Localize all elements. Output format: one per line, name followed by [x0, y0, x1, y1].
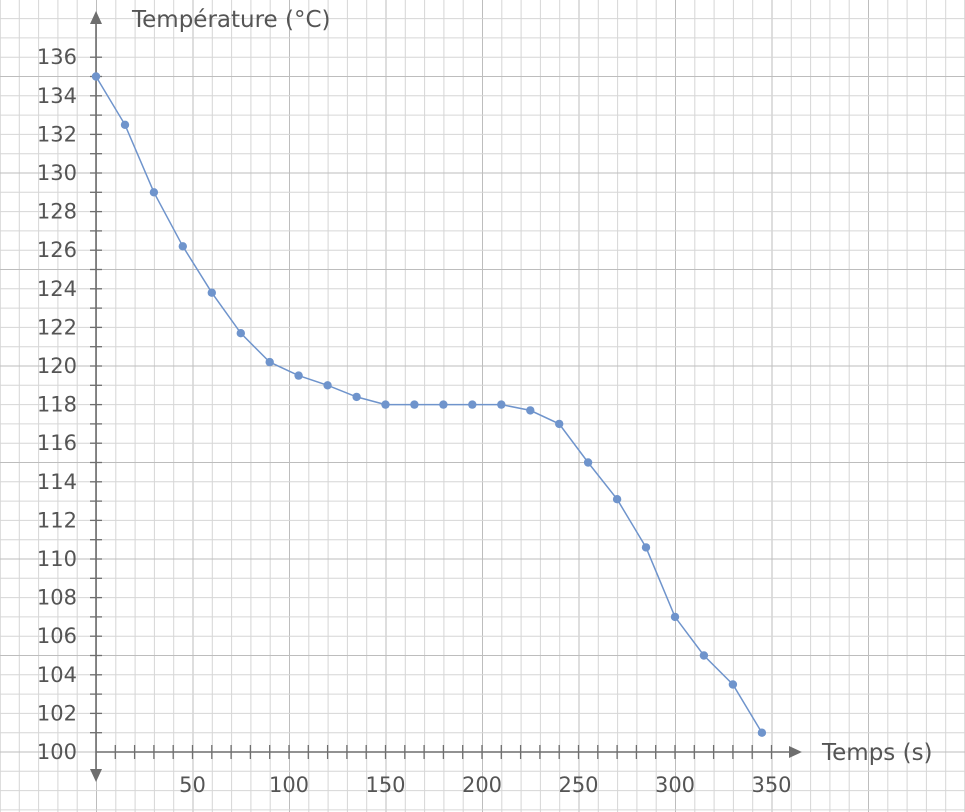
data-point [757, 728, 767, 737]
y-tick-label: 128 [37, 200, 77, 224]
series-layer [91, 72, 767, 737]
y-axis-title: Température (°C) [131, 7, 331, 33]
data-point [728, 680, 738, 689]
y-tick-label: 102 [37, 701, 77, 725]
data-point [323, 381, 332, 390]
series-line [95, 76, 763, 734]
y-tick-label: 126 [37, 238, 77, 262]
y-tick-label: 108 [37, 586, 77, 610]
y-minor-ticks [90, 56, 102, 734]
y-tick-label: 118 [37, 393, 77, 417]
y-tick-label: 132 [37, 122, 77, 146]
x-tick-label: 350 [751, 773, 791, 797]
y-tick-label: 110 [37, 547, 77, 571]
x-minor-ticks [114, 745, 773, 759]
data-point [526, 406, 535, 415]
data-point [178, 242, 187, 251]
data-point [497, 400, 506, 409]
y-tick-label: 130 [37, 161, 77, 185]
data-point [207, 288, 216, 297]
x-tick-label: 200 [462, 773, 502, 797]
x-axis-arrow [789, 746, 802, 758]
y-tick-label: 112 [37, 508, 77, 532]
y-tick-label: 136 [37, 45, 77, 69]
data-point [583, 458, 593, 467]
x-tick-label: 50 [179, 773, 206, 797]
y-tick-label: 120 [37, 354, 77, 378]
x-tick-label: 250 [558, 773, 598, 797]
y-tick-label: 134 [37, 84, 77, 108]
data-point [439, 400, 448, 409]
x-tick-labels: 50 100 150 200 250 300 350 [179, 773, 791, 797]
data-point [381, 400, 390, 409]
data-point [670, 612, 680, 622]
data-point [352, 392, 361, 402]
data-point [294, 371, 303, 380]
x-axis-title: Temps (s) [821, 740, 933, 766]
data-point [410, 400, 419, 409]
y-tick-label: 114 [37, 470, 77, 494]
y-tick-label: 124 [37, 277, 77, 301]
data-point [120, 120, 130, 129]
y-tick-label: 122 [37, 315, 77, 339]
data-point [612, 495, 622, 504]
y-axis-down-arrow [90, 769, 102, 782]
data-point [699, 651, 709, 660]
data-point [555, 419, 564, 429]
y-tick-label: 106 [37, 624, 77, 648]
y-tick-label: 100 [37, 740, 77, 764]
data-point [236, 329, 245, 338]
x-tick-label: 100 [269, 773, 309, 797]
y-tick-label: 116 [37, 431, 77, 455]
data-point [91, 72, 101, 81]
y-tick-label: 104 [37, 663, 77, 687]
data-point [149, 188, 159, 197]
data-point [468, 400, 477, 409]
data-point [265, 357, 274, 367]
x-tick-label: 300 [655, 773, 695, 797]
x-tick-label: 150 [365, 773, 405, 797]
y-tick-labels: 100 102 104 106 108 110 112 114 116 118 120 122 124 1… [37, 45, 77, 764]
data-point [641, 543, 651, 552]
y-axis-arrow [90, 11, 102, 24]
